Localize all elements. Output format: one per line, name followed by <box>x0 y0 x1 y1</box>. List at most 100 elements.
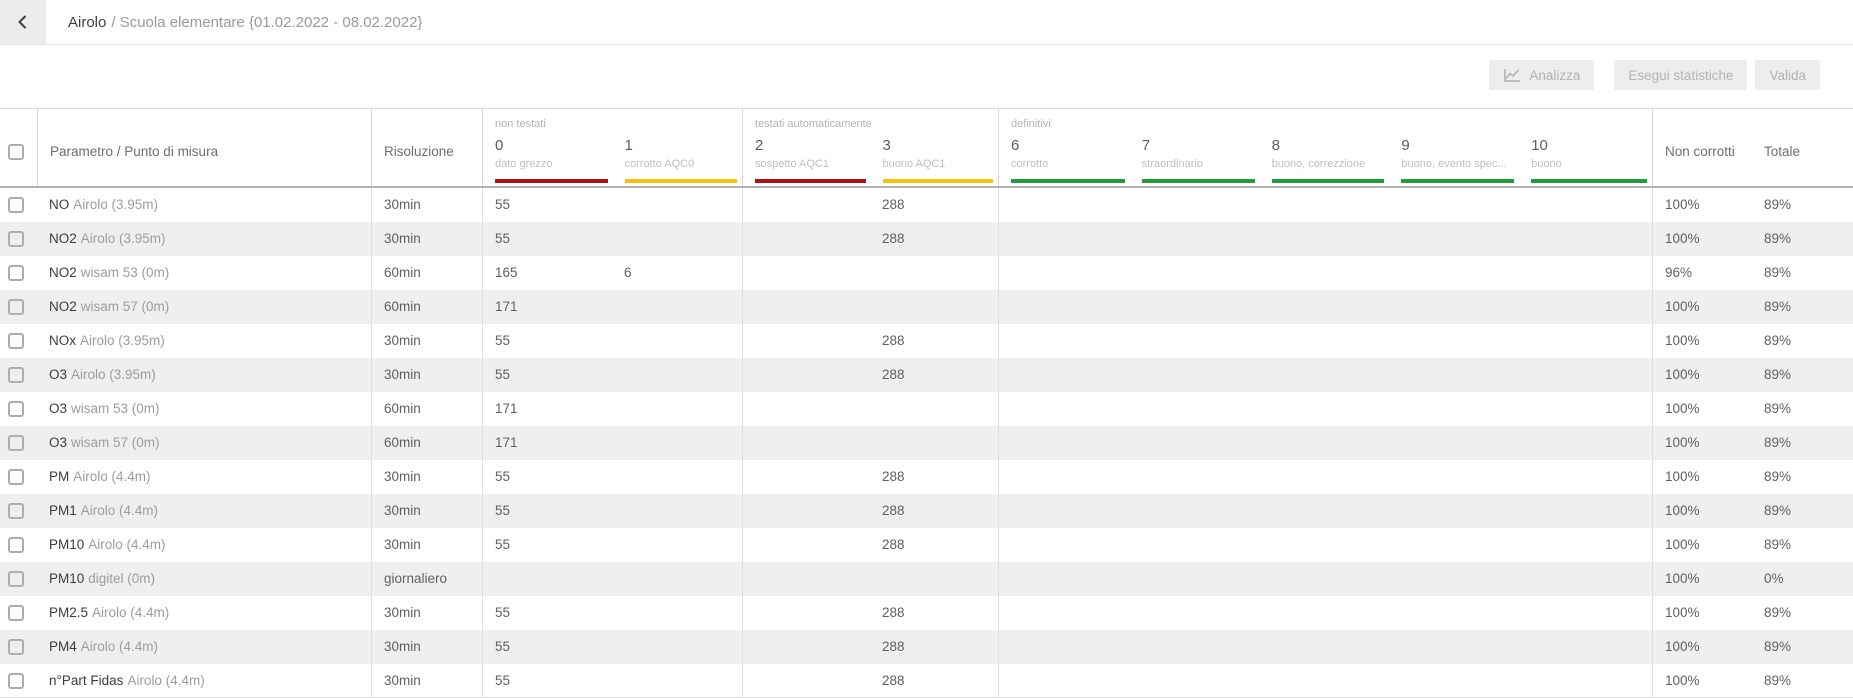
table-row[interactable]: PM2.5 Airolo (4.4m) 30min 55 288 100% 89% <box>0 596 1853 630</box>
row-checkbox[interactable] <box>8 503 24 519</box>
value-cell-v0: 171 <box>482 392 612 426</box>
measure-point: wisam 53 (0m) <box>71 401 160 416</box>
header-subcolumn: 7 straordinario <box>1130 130 1260 186</box>
table-row[interactable]: NO Airolo (3.95m) 30min 55 288 100% 89% <box>0 188 1853 222</box>
value-cell-totale: 89% <box>1764 639 1792 654</box>
value-cell-v1 <box>612 324 742 358</box>
value-cell-v2 <box>742 358 870 392</box>
row-checkbox[interactable] <box>8 367 24 383</box>
table-header: Parametro / Punto di misura Risoluzione … <box>0 108 1853 188</box>
table-row[interactable]: PM10 digitel (0m) giornaliero 100% 0% <box>0 562 1853 596</box>
table-row[interactable]: NO2 wisam 57 (0m) 60min 171 100% 89% <box>0 290 1853 324</box>
value-cell-v0: 55 <box>482 324 612 358</box>
measure-point: Airolo (3.95m) <box>80 333 165 348</box>
table-row[interactable]: NOx Airolo (3.95m) 30min 55 288 100% 89% <box>0 324 1853 358</box>
risoluzione-cell: 30min <box>371 664 482 698</box>
header-subcolumn: 3 buono AQC1 <box>871 130 999 186</box>
value-cell-v7 <box>1129 188 1259 222</box>
value-cell-v0: 55 <box>482 358 612 392</box>
value-cell-v9 <box>1389 528 1519 562</box>
table-row[interactable]: PM Airolo (4.4m) 30min 55 288 100% 89% <box>0 460 1853 494</box>
risoluzione-cell: 30min <box>371 494 482 528</box>
parameter-name: NO2 <box>49 299 77 314</box>
table-row[interactable]: NO2 wisam 53 (0m) 60min 165 6 96% 89% <box>0 256 1853 290</box>
table-row[interactable]: PM10 Airolo (4.4m) 30min 55 288 100% 89% <box>0 528 1853 562</box>
row-checkbox[interactable] <box>8 197 24 213</box>
parameter-cell: PM10 Airolo (4.4m) <box>37 528 371 562</box>
table-row[interactable]: n°Part Fidas Airolo (4.4m) 30min 55 288 100% 8… <box>0 664 1853 698</box>
analizza-button[interactable]: Analizza <box>1489 60 1595 90</box>
subcolumn-number: 6 <box>1011 137 1020 154</box>
row-checkbox[interactable] <box>8 231 24 247</box>
row-checkbox[interactable] <box>8 333 24 349</box>
subcolumn-number: 1 <box>624 137 633 154</box>
value-cell-v3 <box>870 256 998 290</box>
row-checkbox[interactable] <box>8 571 24 587</box>
value-cell-v3: 288 <box>882 333 905 348</box>
parameter-name: O3 <box>49 367 68 382</box>
parameter-cell: O3 wisam 57 (0m) <box>37 426 371 460</box>
value-cell-non_corrotti: 100% <box>1652 630 1752 664</box>
row-checkbox[interactable] <box>8 639 24 655</box>
value-cell-v0: 55 <box>482 664 612 698</box>
value-cell-v0: 55 <box>482 188 612 222</box>
measure-point: wisam 57 (0m) <box>71 435 160 450</box>
value-cell-totale: 89% <box>1764 333 1792 348</box>
row-checkbox[interactable] <box>8 265 24 281</box>
row-checkbox[interactable] <box>8 537 24 553</box>
status-color-bar <box>1141 179 1255 183</box>
value-cell-v1: 6 <box>624 265 632 280</box>
value-cell-v6 <box>998 426 1129 460</box>
header-subcolumn: 8 buono, correzzione <box>1260 130 1390 186</box>
row-checkbox[interactable] <box>8 299 24 315</box>
value-cell-totale: 89% <box>1764 605 1792 620</box>
measure-point: Airolo (4.4m) <box>88 537 166 552</box>
row-checkbox[interactable] <box>8 401 24 417</box>
value-cell-v10 <box>1519 324 1652 358</box>
value-cell-non_corrotti: 100% <box>1652 290 1752 324</box>
subcolumn-number: 9 <box>1401 137 1410 154</box>
status-color-bar <box>1401 179 1515 183</box>
value-cell-v8 <box>1259 358 1389 392</box>
subcolumn-number: 2 <box>755 137 764 154</box>
value-cell-v7 <box>1129 426 1259 460</box>
value-cell-non_corrotti: 100% <box>1652 358 1752 392</box>
risoluzione-cell: 30min <box>371 188 482 222</box>
parameter-cell: NO Airolo (3.95m) <box>37 188 371 222</box>
table-row[interactable]: NO2 Airolo (3.95m) 30min 55 288 100% 89% <box>0 222 1853 256</box>
value-cell-v6 <box>998 528 1129 562</box>
esegui-statistiche-button[interactable]: Esegui statistiche <box>1614 60 1748 90</box>
measure-point: digitel (0m) <box>88 571 156 586</box>
value-cell-v9 <box>1389 188 1519 222</box>
value-cell-v10 <box>1519 188 1652 222</box>
header-subcolumn: 10 buono <box>1519 130 1652 186</box>
table-row[interactable]: O3 Airolo (3.95m) 30min 55 288 100% 89% <box>0 358 1853 392</box>
row-checkbox[interactable] <box>8 435 24 451</box>
subcolumn-label: buono AQC1 <box>882 158 946 170</box>
table-row[interactable]: O3 wisam 53 (0m) 60min 171 100% 89% <box>0 392 1853 426</box>
value-cell-v0: 171 <box>482 426 612 460</box>
table-row[interactable]: O3 wisam 57 (0m) 60min 171 100% 89% <box>0 426 1853 460</box>
table-row[interactable]: PM4 Airolo (4.4m) 30min 55 288 100% 89% <box>0 630 1853 664</box>
value-cell-v8 <box>1259 664 1389 698</box>
row-checkbox[interactable] <box>8 469 24 485</box>
header-group-label: non testati <box>495 118 546 130</box>
value-cell-v9 <box>1389 358 1519 392</box>
measure-point: wisam 57 (0m) <box>80 299 170 314</box>
back-button[interactable] <box>0 0 46 44</box>
value-cell-v8 <box>1259 596 1389 630</box>
value-cell-v6 <box>998 494 1129 528</box>
valida-button[interactable]: Valida <box>1755 60 1820 90</box>
value-cell-non_corrotti: 100% <box>1652 324 1752 358</box>
value-cell-v6 <box>998 222 1129 256</box>
select-all-checkbox[interactable] <box>8 143 24 160</box>
row-checkbox-cell <box>0 358 37 392</box>
measure-point: Airolo (4.4m) <box>127 673 205 688</box>
value-cell-v8 <box>1259 188 1389 222</box>
value-cell-v0: 55 <box>482 494 612 528</box>
row-checkbox[interactable] <box>8 673 24 689</box>
row-checkbox[interactable] <box>8 605 24 621</box>
value-cell-v6 <box>998 358 1129 392</box>
table-row[interactable]: PM1 Airolo (4.4m) 30min 55 288 100% 89% <box>0 494 1853 528</box>
